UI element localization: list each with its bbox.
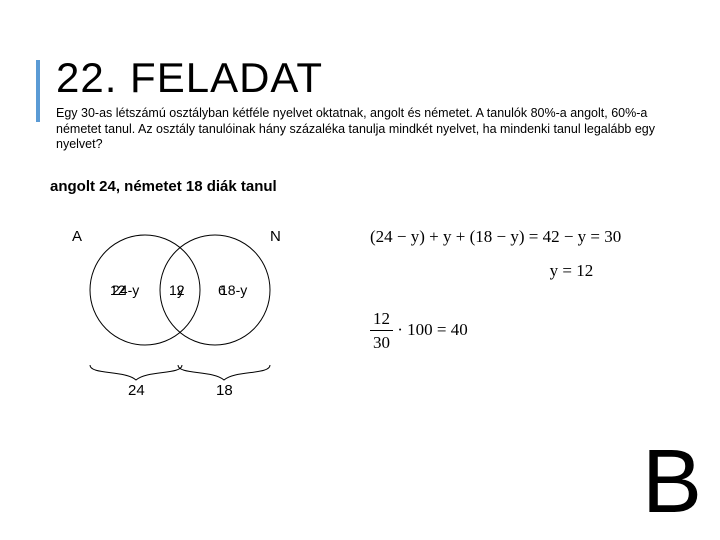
equation-line-3: 12 30 · 100 = 40 xyxy=(370,307,621,356)
equation-line-2: y = 12 xyxy=(370,259,621,283)
equation-line-1: (24 − y) + y + (18 − y) = 42 − y = 30 xyxy=(370,225,621,249)
brace-right-total: 18 xyxy=(216,382,233,399)
accent-bar xyxy=(36,60,40,122)
venn-left-overlay: 12 xyxy=(110,282,126,298)
problem-statement: Egy 30-as létszámú osztályban kétféle ny… xyxy=(56,106,656,153)
fraction-denominator: 30 xyxy=(370,331,393,355)
page-title: 22. FELADAT xyxy=(56,54,323,102)
venn-svg xyxy=(70,220,330,420)
venn-label-n: N xyxy=(270,228,281,245)
brace-left-total: 24 xyxy=(128,382,145,399)
equation-block: (24 − y) + y + (18 − y) = 42 − y = 30 y … xyxy=(370,225,621,365)
venn-right-overlay: 6 xyxy=(218,282,226,298)
venn-mid-overlay: 12 xyxy=(169,282,185,298)
fraction: 12 30 xyxy=(370,307,393,356)
fraction-rest: · 100 = 40 xyxy=(393,320,468,339)
fraction-numerator: 12 xyxy=(370,307,393,332)
venn-diagram: A N 24-y 12 y 12 18-y 6 24 18 xyxy=(70,220,330,420)
venn-label-a: A xyxy=(72,228,82,245)
corner-letter: B xyxy=(642,431,702,534)
derived-counts: angolt 24, németet 18 diák tanul xyxy=(50,178,277,195)
